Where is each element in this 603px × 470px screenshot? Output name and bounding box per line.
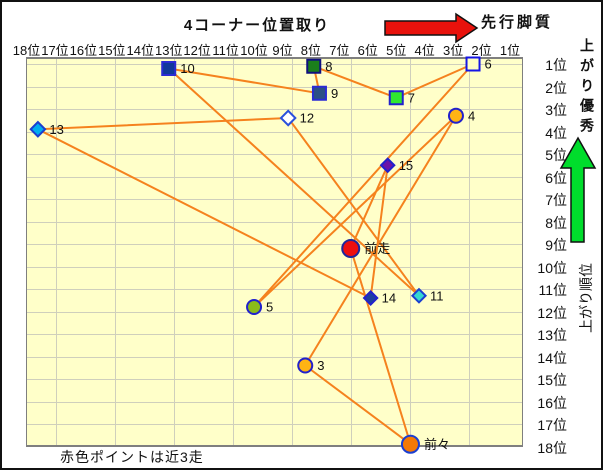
y-tick-label: 13位 xyxy=(537,327,567,343)
gridline-vertical xyxy=(292,59,293,445)
gridline-horizontal xyxy=(27,176,522,178)
gridline-vertical xyxy=(410,59,411,445)
gridline-horizontal xyxy=(27,311,522,313)
plot-area xyxy=(26,57,523,447)
x-tick-label: 10位 xyxy=(240,43,268,58)
gridline-horizontal xyxy=(27,109,522,110)
x-tick-label: 1位 xyxy=(499,43,521,58)
y-tick-label: 7位 xyxy=(545,192,567,208)
y-tick-label: 6位 xyxy=(545,169,567,186)
x-tick-label: 7位 xyxy=(329,43,350,58)
x-tick-label: 6位 xyxy=(357,43,378,58)
x-tick-label: 5位 xyxy=(386,43,407,58)
gridline-horizontal xyxy=(27,424,522,425)
gridline-vertical xyxy=(351,59,352,445)
y-tick-label: 16位 xyxy=(537,394,567,411)
y-tick-label: 11位 xyxy=(538,282,567,298)
x-tick-label: 2位 xyxy=(471,43,492,58)
y-tick-label: 15位 xyxy=(537,372,567,388)
gridline-horizontal xyxy=(27,401,522,403)
y-tick-label: 14位 xyxy=(537,349,567,366)
y-tick-label: 5位 xyxy=(545,147,567,163)
gridline-horizontal xyxy=(27,86,522,88)
gridline-vertical xyxy=(233,59,234,445)
x-tick-label: 4位 xyxy=(414,43,435,58)
y-tick-label: 18位 xyxy=(537,439,567,456)
y-tick-label: 4位 xyxy=(545,124,567,141)
chart-title: 4コーナー位置取り xyxy=(183,17,331,34)
x-tick-label: 12位 xyxy=(183,43,211,58)
gridline-horizontal xyxy=(27,289,522,290)
gridline-vertical xyxy=(115,59,116,445)
closing-excellent-label: 上がり優秀 xyxy=(579,38,595,138)
gridline-horizontal xyxy=(27,199,522,200)
y-tick-label: 12位 xyxy=(537,304,567,321)
front-runner-label: 先行脚質 xyxy=(481,14,554,31)
y-tick-label: 1位 xyxy=(545,57,567,73)
x-tick-label: 11位 xyxy=(212,43,239,58)
x-tick-label: 13位 xyxy=(154,43,183,58)
footer-note: 赤色ポイントは近3走 xyxy=(60,449,204,465)
gridline-horizontal xyxy=(27,334,522,335)
gridline-horizontal xyxy=(27,131,522,133)
gridline-horizontal xyxy=(27,64,522,65)
y-tick-label: 2位 xyxy=(545,79,567,96)
gridline-vertical xyxy=(174,59,175,445)
x-tick-label: 18位 xyxy=(12,43,41,58)
gridline-horizontal xyxy=(27,356,522,358)
x-tick-label: 16位 xyxy=(69,43,98,58)
x-tick-label: 3位 xyxy=(442,43,464,58)
y-tick-label: 10位 xyxy=(537,259,567,276)
gridline-vertical xyxy=(469,59,470,445)
gridline-horizontal xyxy=(27,154,522,155)
gridline-horizontal xyxy=(27,244,522,245)
gridline-vertical xyxy=(56,59,57,445)
x-tick-label: 14位 xyxy=(126,43,154,58)
x-tick-label: 17位 xyxy=(41,43,69,58)
y-tick-label: 8位 xyxy=(545,214,567,231)
gridline-horizontal xyxy=(27,379,522,380)
y-tick-label: 9位 xyxy=(545,237,567,253)
y-tick-label: 3位 xyxy=(545,102,567,118)
x-tick-label: 8位 xyxy=(300,43,322,58)
x-tick-label: 9位 xyxy=(272,43,293,58)
gridline-horizontal xyxy=(27,266,522,268)
y-tick-label: 17位 xyxy=(537,417,567,433)
gridline-horizontal xyxy=(27,221,522,223)
x-tick-label: 15位 xyxy=(98,43,126,58)
closing-rank-axis-label: 上がり順位 xyxy=(578,263,594,333)
